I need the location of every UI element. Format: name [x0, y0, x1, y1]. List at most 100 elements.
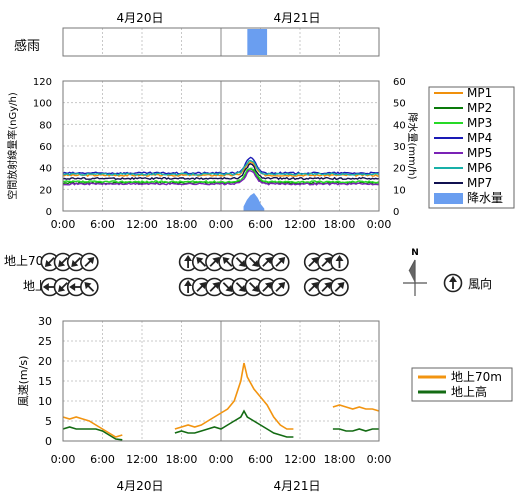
- time-tick-label: 12:00: [126, 453, 158, 466]
- wind-legend-text-ground: 地上高: [451, 384, 487, 399]
- time-tick-label: 18:00: [324, 453, 356, 466]
- wind-dir-icon-ground: [257, 277, 277, 297]
- time-tick-label: 6:00: [248, 453, 273, 466]
- date-label-bottom-1: 4月20日: [117, 479, 164, 493]
- time-tick-label: 12:00: [284, 218, 316, 231]
- wind-dir-icon-ground: [80, 277, 99, 297]
- dose-left-tick: 40: [39, 164, 52, 175]
- wind-dir-icon-ground: [330, 277, 349, 297]
- time-tick-label: 6:00: [90, 453, 115, 466]
- date-label-top-2: 4月21日: [274, 11, 321, 25]
- dose-line-mp3: [62, 167, 380, 184]
- wind-dir-icon-70m: [178, 252, 198, 272]
- north-indicator-icon: N: [403, 248, 427, 296]
- wind-dir-icon-70m: [270, 252, 290, 272]
- dose-right-tick: 30: [393, 142, 406, 153]
- dose-ylabel-right: 降水量(mm/h): [406, 113, 419, 180]
- dose-left-tick: 120: [33, 77, 52, 88]
- time-tick-label: 0:00: [367, 453, 392, 466]
- wind-y-tick: 15: [38, 375, 52, 388]
- dose-left-tick: 0: [46, 207, 52, 218]
- wind-line-70m: [62, 416, 123, 438]
- legend-text: MP3: [467, 116, 492, 130]
- rain-sensor-frame: [62, 27, 380, 57]
- dose-left-tick: 20: [39, 185, 52, 196]
- wind-line-ground: [62, 426, 123, 441]
- rain-area: [243, 192, 265, 212]
- wind-dir-icon-ground: [317, 277, 336, 297]
- date-label-top-1: 4月20日: [117, 11, 164, 25]
- dose-line-mp6: [62, 159, 380, 176]
- rain-sensor-label: 感雨: [14, 38, 40, 54]
- time-tick-label: 18:00: [166, 218, 198, 231]
- dose-line-mp5: [63, 169, 380, 186]
- legend-text: MP4: [467, 131, 492, 145]
- dose-chart-frame: [62, 80, 380, 212]
- wind-dir-icon-ground: [270, 277, 290, 297]
- wind-dir-icon-ground: [205, 277, 224, 297]
- wind-legend-box: [411, 367, 513, 402]
- wind-y-tick: 10: [38, 395, 52, 408]
- wind-legend-label: 風向: [468, 276, 492, 291]
- wind-y-tick: 25: [38, 335, 52, 348]
- dose-left-tick: 80: [39, 120, 52, 131]
- wind-dir-icon-70m: [66, 252, 86, 272]
- wind-dir-icon-ground: [218, 277, 237, 297]
- wind-dir-icon-ground: [244, 277, 264, 297]
- time-tick-label: 18:00: [166, 453, 198, 466]
- wind-y-tick: 30: [38, 315, 52, 328]
- wind-line-70m: [332, 404, 380, 412]
- legend-text: MP5: [467, 146, 492, 160]
- wind-speed-chart: 0 5 10 15 20 25 30 0:00 6:00 12:00 18:00 0:00 6:00 1…: [17, 315, 391, 466]
- time-tick-label: 12:00: [284, 453, 316, 466]
- legend-text: MP1: [467, 86, 492, 100]
- wind-dir-icon-70m: [218, 252, 237, 272]
- time-tick-label: 0:00: [209, 218, 234, 231]
- dose-right-tick: 20: [393, 164, 406, 175]
- wind-dir-icon-70m: [231, 252, 251, 272]
- dose-right-tick: 50: [393, 99, 406, 110]
- dose-line-mp1: [62, 160, 379, 178]
- wind-y-tick: 0: [45, 435, 52, 448]
- time-tick-label: 0:00: [51, 453, 76, 466]
- time-tick-label: 6:00: [90, 218, 115, 231]
- time-tick-label: 6:00: [248, 218, 273, 231]
- time-tick-label: 0:00: [51, 218, 76, 231]
- time-tick-label: 0:00: [367, 218, 392, 231]
- dose-rate-chart: 0 20 40 60 80 100 120 0 10 20 30 40 50 60 0:00 6:00 12…: [6, 77, 419, 231]
- date-label-bottom-2: 4月21日: [274, 479, 321, 493]
- time-tick-label: 0:00: [209, 453, 234, 466]
- wind-speed-legend: 地上70m 地上高: [411, 367, 513, 402]
- wind-dir-icon-70m: [80, 252, 99, 272]
- dose-line-mp7: [62, 163, 380, 181]
- legend-text: 降水量: [467, 191, 503, 205]
- legend-text: MP6: [467, 161, 492, 175]
- legend-swatch-rain: [434, 193, 463, 204]
- wind-dir-icon-70m: [40, 252, 60, 272]
- wind-y-tick: 5: [45, 415, 52, 428]
- legend-text: MP2: [467, 101, 492, 115]
- legend-text: MP7: [467, 176, 492, 190]
- wind-ylabel: 風速(m/s): [17, 356, 30, 407]
- wind-direction-section: 地上70m 地上 N 風向: [4, 248, 492, 297]
- time-tick-label: 18:00: [324, 218, 356, 231]
- dose-ylabel-left: 空間放射線量率(nGy/h): [6, 92, 19, 200]
- wind-dir-icon-70m: [205, 252, 224, 272]
- dose-right-tick: 40: [393, 120, 406, 131]
- rain-sensor-panel: 感雨: [14, 27, 380, 57]
- wind-legend-icon: [443, 273, 463, 293]
- dose-left-tick: 60: [39, 142, 52, 153]
- wind-dir-icon-70m: [191, 252, 211, 272]
- wind-dir-icon-70m: [257, 252, 277, 272]
- dose-right-tick: 60: [393, 77, 406, 88]
- wind-dir-icon-ground: [191, 277, 211, 297]
- rain-sensor-bar: [247, 29, 268, 55]
- wind-line-70m: [174, 362, 294, 430]
- time-tick-label: 12:00: [126, 218, 158, 231]
- wind-y-tick: 20: [38, 355, 52, 368]
- dose-right-tick: 0: [393, 207, 399, 218]
- dose-right-tick: 10: [393, 185, 406, 196]
- wind-chart-frame: [62, 320, 380, 442]
